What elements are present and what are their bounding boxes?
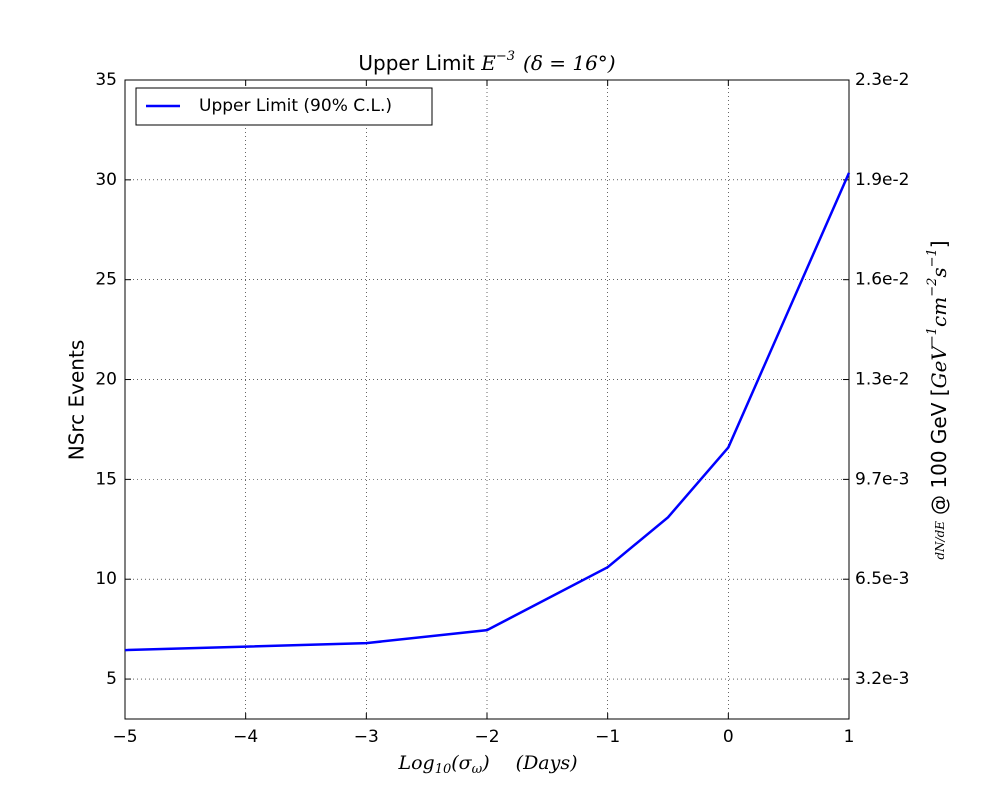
y2-axis-label-part: cm <box>927 297 951 327</box>
y2-axis-label-part: dN/dE <box>933 521 947 560</box>
y2-axis-label-part: −1 <box>925 327 940 346</box>
y2-tick-label: 1.6e-2 <box>855 270 909 290</box>
y2-tick-label: 9.7e-3 <box>855 469 909 489</box>
y2-tick-label: 3.2e-3 <box>855 669 909 689</box>
x-tick-label: −1 <box>595 727 620 747</box>
x-axis-label-part: (σ <box>451 752 472 774</box>
y-tick-label: 25 <box>95 270 117 290</box>
x-axis-label-part: ω <box>472 762 483 777</box>
x-tick-label: 1 <box>844 727 855 747</box>
x-tick-label: −3 <box>354 727 379 747</box>
y-tick-label: 15 <box>95 469 117 489</box>
legend-box <box>135 87 433 126</box>
x-axis-label-part: Log <box>397 752 434 774</box>
x-tick-label: −2 <box>474 727 499 747</box>
x-tick-label: −5 <box>112 727 137 747</box>
y2-tick-label: 2.3e-2 <box>855 70 909 90</box>
title-base: E <box>480 51 496 75</box>
y2-tick-label: 1.9e-2 <box>855 170 909 190</box>
y2-tick-label: 6.5e-3 <box>855 569 909 589</box>
data-line <box>124 172 851 652</box>
y-tick-label: 20 <box>95 370 117 390</box>
y-tick-label: 10 <box>95 569 117 589</box>
x-axis-label-part: ) <box>481 752 489 774</box>
y2-axis-label-part: GeV <box>927 344 951 389</box>
y2-axis-label: dN/dE@ 100 GeV [GeV−1cm−2s−1] <box>925 240 951 559</box>
chart-title: Upper Limit E−3 (δ = 16°) <box>358 49 615 75</box>
plot-frame <box>124 79 850 720</box>
y-tick-label: 30 <box>95 170 117 190</box>
legend-label: Upper Limit (90% C.L.) <box>199 96 392 116</box>
y-tick-label: 5 <box>106 669 117 689</box>
y2-axis-label-part: @ 100 GeV [ <box>927 388 951 515</box>
title-text: Upper Limit <box>358 51 475 75</box>
y2-axis-label-part: −1 <box>925 248 940 267</box>
y2-axis-label-part: s <box>927 267 951 277</box>
x-axis-label: Log10(σω) (Days) <box>397 752 577 777</box>
x-tick-label: −4 <box>233 727 258 747</box>
x-axis-label-part: (Days) <box>516 752 578 774</box>
title-exponent: −3 <box>496 49 515 64</box>
legend: Upper Limit (90% C.L.) <box>135 87 433 126</box>
y-axis-label: NSrc Events <box>65 340 89 461</box>
x-tick-label: 0 <box>723 727 734 747</box>
y2-tick-label: 1.3e-2 <box>855 370 909 390</box>
y-tick-label: 35 <box>95 70 117 90</box>
y2-axis-label-part: ] <box>927 240 951 248</box>
y2-axis-label-part: −2 <box>925 278 940 297</box>
title-condition: (δ = 16°) <box>523 51 616 75</box>
x-axis-label-part: 10 <box>435 762 452 777</box>
